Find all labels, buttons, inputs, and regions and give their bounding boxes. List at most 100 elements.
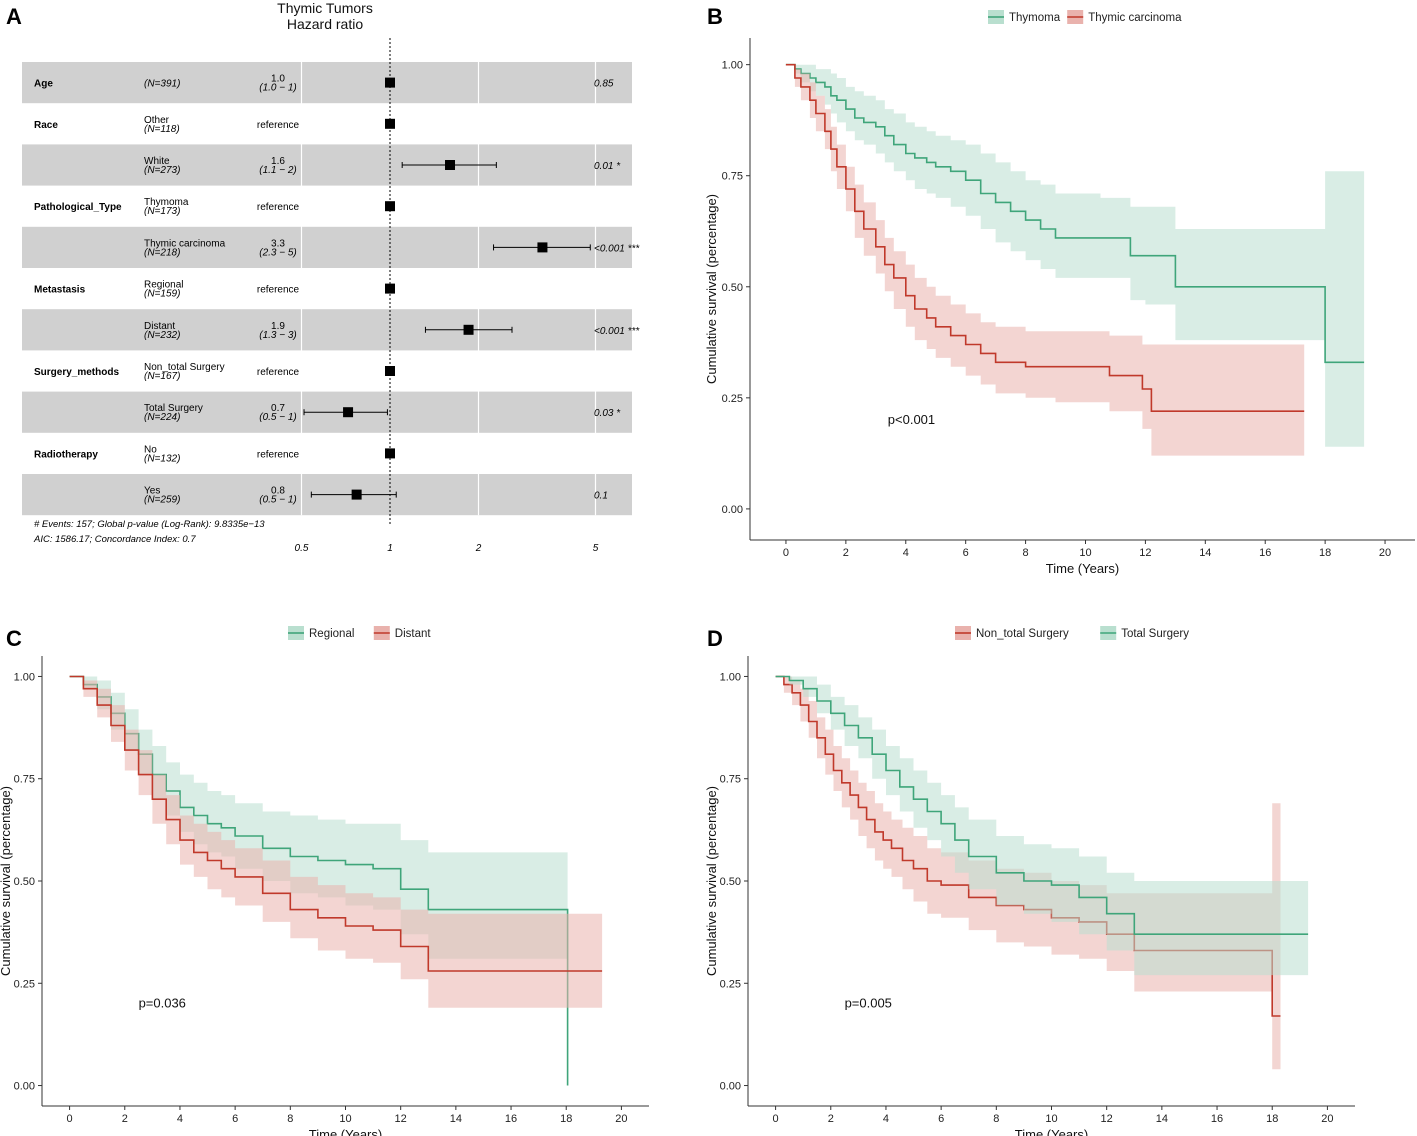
panel-a-forest-plot: A Thymic Tumors Hazard ratio Age (N=391) 1… (6, 0, 640, 554)
y-tick-label: 0.50 (14, 876, 35, 888)
forest-n-label: (N=118) (144, 124, 180, 135)
y-tick-label: 0.75 (14, 774, 35, 786)
panel-b-letter: B (707, 4, 723, 29)
x-axis-title: Time (Years) (1046, 561, 1119, 576)
x-tick-label: 18 (560, 1113, 572, 1125)
x-axis-title: Time (Years) (1015, 1127, 1088, 1136)
legend: Thymoma Thymic carcinoma (988, 10, 1182, 24)
x-tick-label: 16 (505, 1113, 517, 1125)
forest-row: Thymic carcinoma(N=218) 3.3(2.3 − 5) <0.00… (144, 238, 640, 258)
legend-item: Non_total Surgery (955, 626, 1069, 640)
legend-item: Thymic carcinoma (1067, 10, 1182, 24)
y-tick-label: 0.25 (14, 978, 35, 990)
x-tick-label: 20 (615, 1113, 627, 1125)
survival-curve (785, 63, 1365, 364)
forest-p-value: <0.001 *** (594, 326, 640, 337)
forest-n-label: (N=273) (144, 165, 180, 176)
x-tick-label: 4 (903, 547, 909, 559)
x-tick-label: 12 (395, 1113, 407, 1125)
forest-variable-label: Radiotherapy (34, 449, 98, 460)
panel-a-letter: A (6, 4, 22, 29)
x-tick-label: 0 (773, 1113, 779, 1125)
legend: Regional Distant (288, 626, 431, 640)
forest-point-estimate (385, 448, 395, 459)
forest-hr-reference: reference (257, 367, 300, 378)
forest-title-line-2: Hazard ratio (287, 16, 363, 32)
legend-item: Thymoma (988, 10, 1061, 24)
forest-p-value: 0.03 * (594, 408, 621, 419)
legend-label: Regional (309, 628, 354, 640)
x-tick-label: 12 (1139, 547, 1151, 559)
forest-point-estimate (385, 201, 395, 212)
x-tick-label: 6 (232, 1113, 238, 1125)
forest-level-label: Thymoma (144, 197, 189, 208)
confidence-band (69, 676, 603, 1008)
forest-level-label: White (144, 156, 170, 167)
forest-hr-value: 0.8 (271, 486, 285, 497)
forest-ci-value: (1.0 − 1) (259, 83, 297, 94)
forest-hr-reference: reference (257, 120, 300, 131)
forest-point-estimate (385, 77, 395, 88)
forest-point-estimate (385, 283, 395, 294)
confidence-band (785, 64, 1365, 447)
legend-label: Thymoma (1009, 12, 1061, 24)
forest-row: Radiotherapy No(N=132) reference (34, 444, 395, 464)
panel-b-km-plot: B Thymoma Thymic carcinoma 0 2 4 6 8 10 12 14 16 18… (704, 4, 1415, 576)
forest-x-tick-label: 0.5 (295, 543, 309, 554)
panel-c-km-plot: C Regional Distant 0 2 4 6 8 10 12 14 16 18 20 0.00 0.… (0, 626, 649, 1136)
forest-p-value: <0.001 *** (594, 243, 640, 254)
km-series (69, 675, 569, 1086)
y-tick-label: 0.25 (722, 393, 743, 405)
forest-point-estimate (445, 160, 456, 170)
p-value-annotation: p=0.036 (139, 996, 186, 1011)
forest-p-value: 0.85 (594, 79, 614, 90)
x-tick-label: 4 (883, 1113, 889, 1125)
axes: 0 2 4 6 8 10 12 14 16 18 20 0.00 0.25 0.50 0.75 1.00 Tim… (0, 656, 649, 1136)
x-tick-label: 10 (1045, 1113, 1057, 1125)
y-tick-label: 1.00 (722, 60, 743, 72)
x-tick-label: 18 (1266, 1113, 1278, 1125)
forest-footnote-line-1: # Events: 157; Global p-value (Log-Rank)… (34, 519, 265, 530)
x-tick-label: 8 (287, 1113, 293, 1125)
forest-gridlines (300, 38, 597, 526)
forest-level-label: Regional (144, 280, 183, 291)
forest-point-estimate (385, 366, 395, 376)
forest-row-band (22, 144, 632, 186)
forest-hr-reference: reference (257, 449, 300, 460)
y-tick-label: 1.00 (720, 671, 741, 683)
survival-curve (775, 675, 1309, 935)
forest-point-estimate (463, 324, 474, 335)
forest-n-label: (N=159) (144, 289, 180, 300)
panel-c-letter: C (6, 626, 22, 651)
forest-row: Age (N=391) 1.0(1.0 − 1) 0.85 (34, 74, 614, 94)
forest-level-label: No (144, 444, 157, 455)
forest-point-estimate (343, 407, 354, 418)
forest-level-label: Non_total Surgery (144, 362, 225, 373)
forest-variable-label: Pathological_Type (34, 202, 122, 213)
forest-hr-reference: reference (257, 285, 300, 296)
y-tick-label: 0.00 (722, 504, 743, 516)
panel-d-km-plot: D Non_total Surgery Total Surgery 0 2 4 6 8 10 1… (704, 626, 1355, 1136)
forest-n-label: (N=218) (144, 247, 180, 258)
forest-level-label: Other (144, 115, 170, 126)
y-tick-label: 0.75 (720, 774, 741, 786)
x-tick-label: 10 (1079, 547, 1091, 559)
x-tick-label: 2 (122, 1113, 128, 1125)
x-tick-label: 6 (938, 1113, 944, 1125)
forest-hr-value: 1.6 (271, 156, 285, 167)
forest-n-label: (N=224) (144, 412, 180, 423)
km-series (785, 63, 1305, 456)
y-tick-label: 0.75 (722, 171, 743, 183)
x-tick-label: 20 (1321, 1113, 1333, 1125)
forest-row: Total Surgery(N=224) 0.7(0.5 − 1) 0.03 * (144, 403, 621, 423)
forest-n-label: (N=132) (144, 453, 180, 464)
p-value-annotation: p<0.001 (888, 412, 935, 427)
forest-row: Race Other(N=118) reference (34, 115, 395, 135)
forest-row: Metastasis Regional(N=159) reference (34, 280, 395, 300)
forest-row: Surgery_methods Non_total Surgery(N=167) r… (34, 362, 395, 382)
axes: 0 2 4 6 8 10 12 14 16 18 20 0.00 0.25 0.50 0.75 1.00 Tim… (704, 38, 1415, 576)
y-tick-label: 0.50 (720, 876, 741, 888)
forest-row: Yes(N=259) 0.8(0.5 − 1) 0.1 (144, 486, 608, 506)
legend-label: Distant (395, 628, 432, 640)
km-series (775, 675, 1309, 976)
